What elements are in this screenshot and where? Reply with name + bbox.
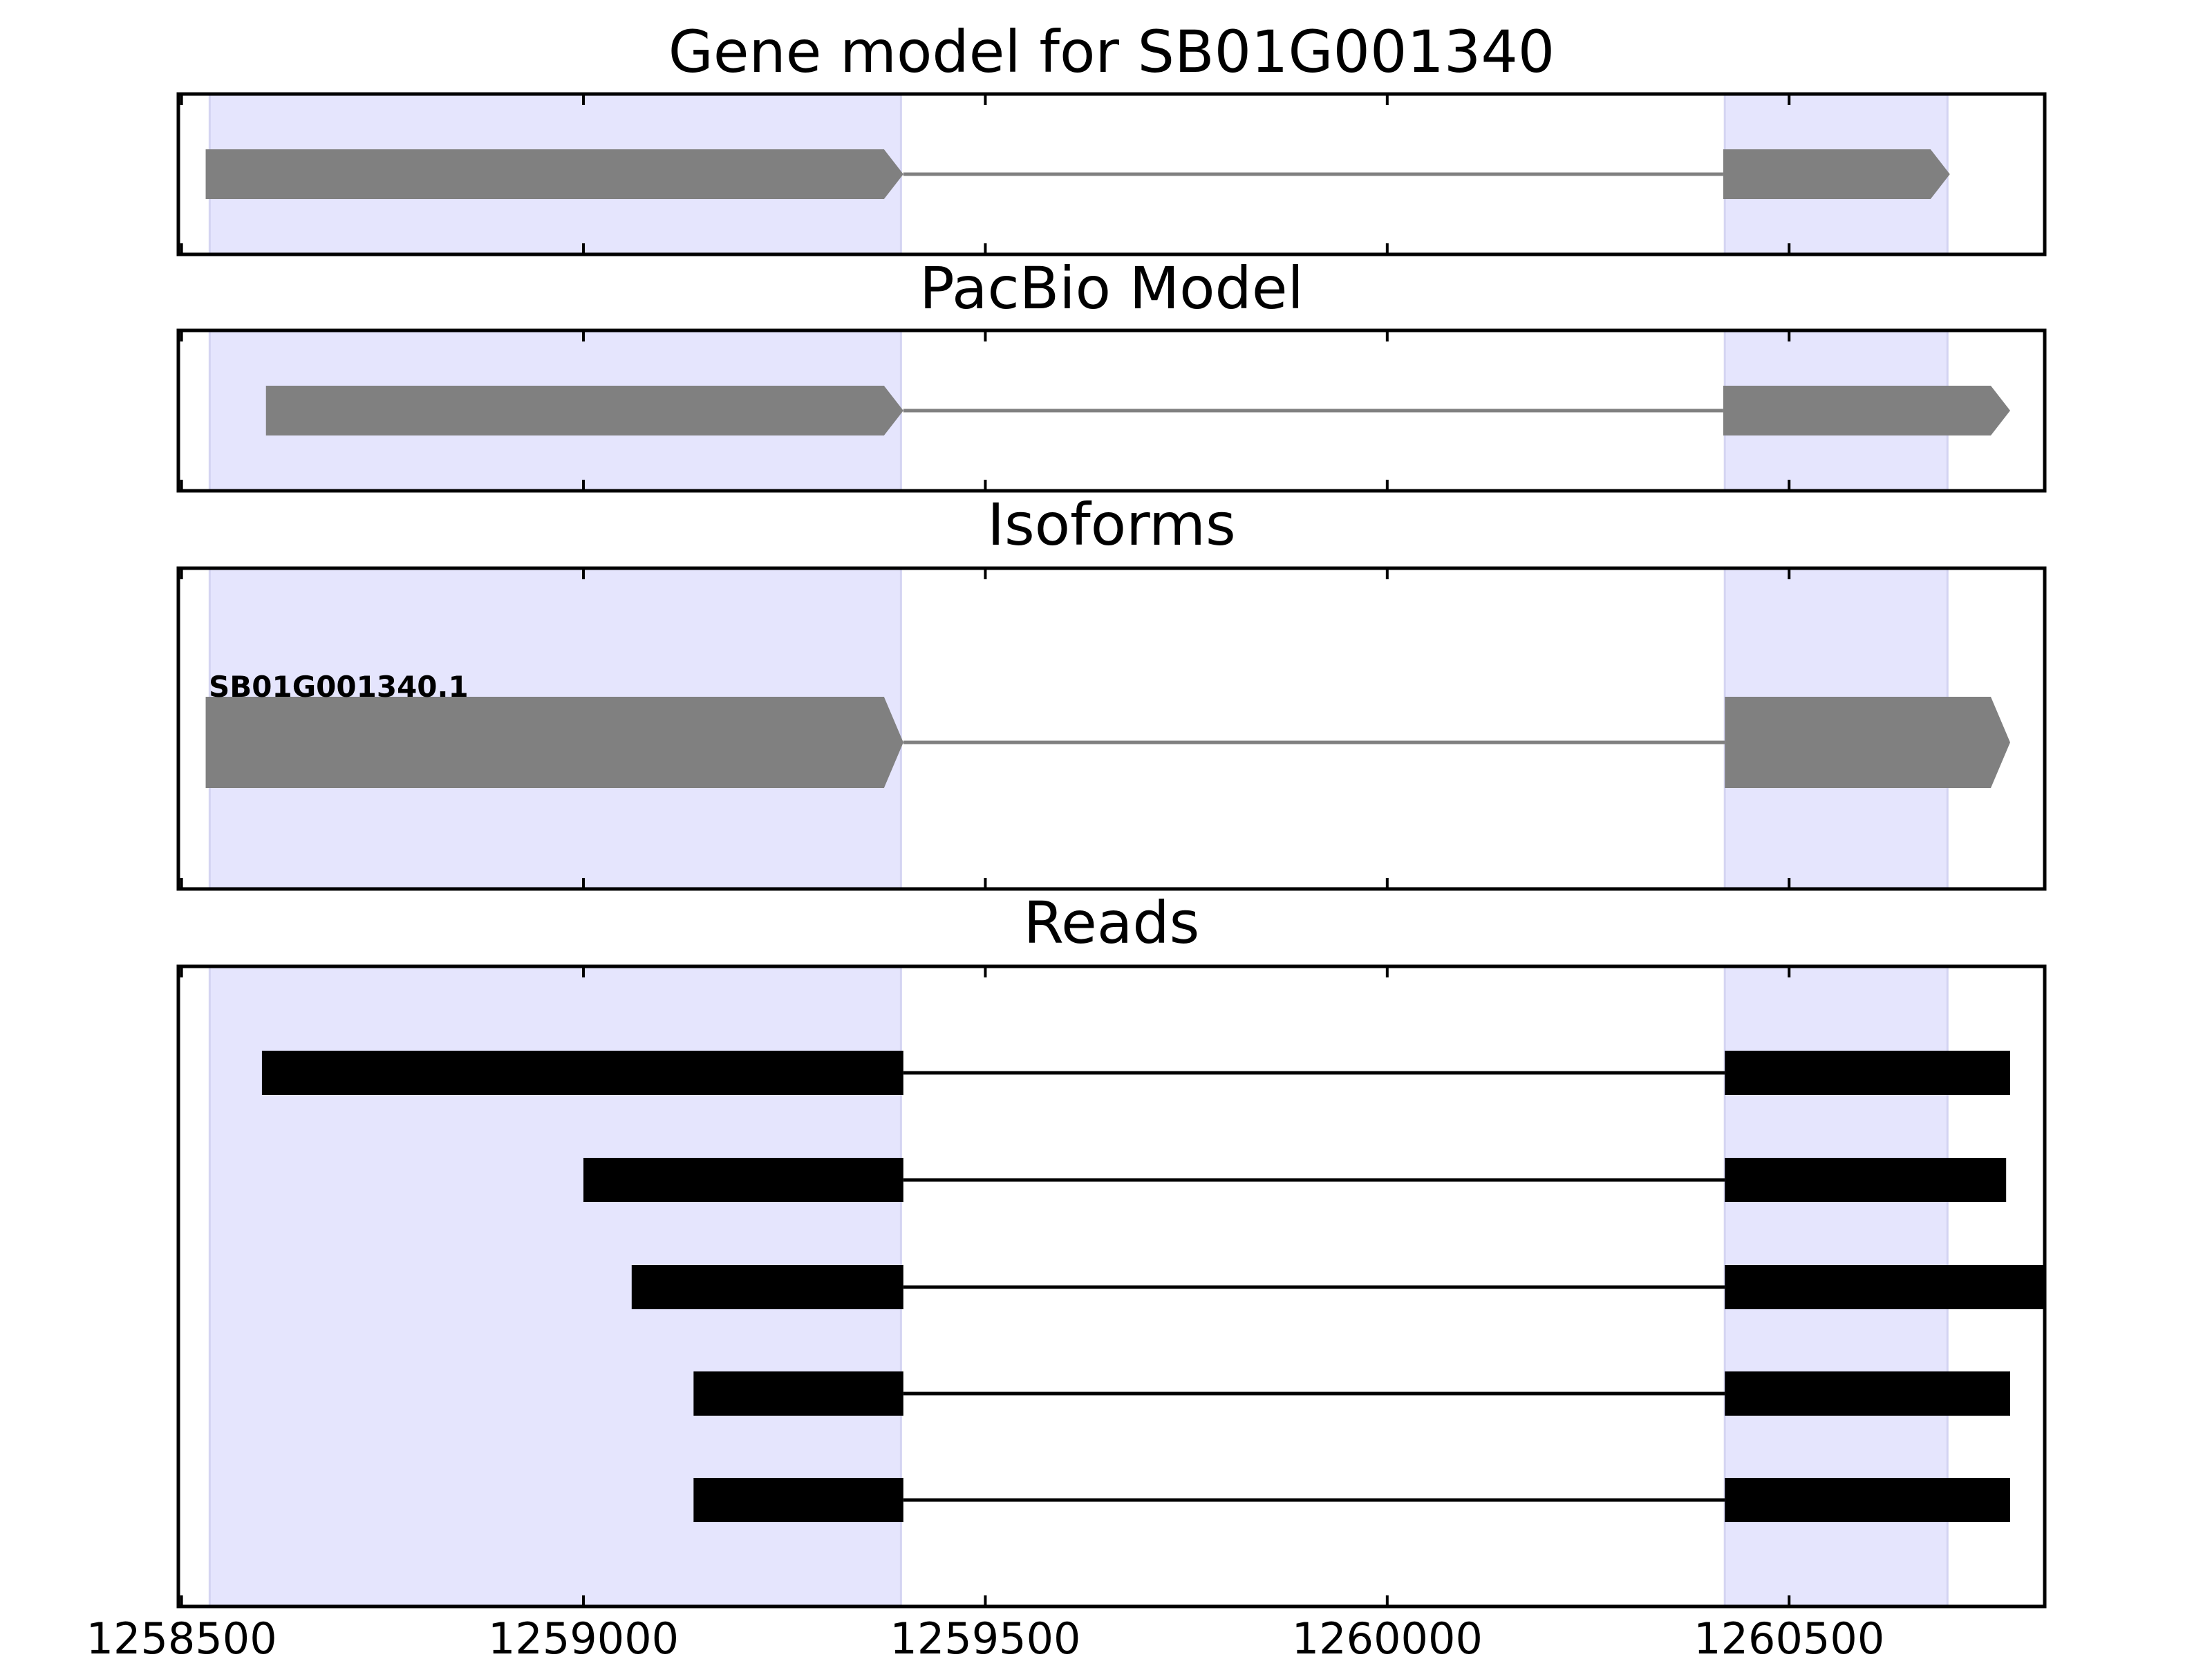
panel-frame xyxy=(176,328,2047,493)
panel-title-isoforms: Isoforms xyxy=(987,491,1236,559)
exon-2 xyxy=(1723,149,1950,199)
x-tick-label-1260500: 1260500 xyxy=(1694,1613,1884,1659)
panel-title-reads: Reads xyxy=(1024,889,1200,957)
read-2 xyxy=(583,1158,2007,1202)
read-1 xyxy=(261,1051,2010,1095)
exon-2 xyxy=(1725,1371,2010,1416)
exon-2 xyxy=(1725,697,2010,788)
exon-2 xyxy=(1725,1478,2010,1522)
isoform-label: SB01G001340.1 xyxy=(209,670,469,704)
exon-1 xyxy=(265,386,903,435)
panel-frame xyxy=(176,92,2047,256)
read-5 xyxy=(693,1478,2010,1522)
exon-1 xyxy=(205,697,903,788)
x-tick-label-1258500: 1258500 xyxy=(86,1613,277,1659)
panel-pacbio-model: PacBio Model xyxy=(176,254,2047,493)
exon-1 xyxy=(583,1158,903,1202)
x-tick-label-1260000: 1260000 xyxy=(1292,1613,1483,1659)
read-4 xyxy=(693,1371,2010,1416)
exon-1 xyxy=(261,1051,903,1095)
exon-1 xyxy=(693,1478,903,1522)
x-tick-label-1259000: 1259000 xyxy=(488,1613,679,1659)
panel-title-gene-model: Gene model for SB01G001340 xyxy=(668,18,1555,86)
panel-frame xyxy=(176,566,2047,891)
transcript-model xyxy=(265,386,2010,435)
read-3 xyxy=(631,1265,2045,1309)
transcript-model: SB01G001340.1 xyxy=(205,670,2010,788)
exon-1 xyxy=(631,1265,903,1309)
transcript-model xyxy=(205,149,1950,199)
panel-reads: Reads xyxy=(176,889,2047,1609)
panel-frame xyxy=(176,964,2047,1609)
exon-2 xyxy=(1725,1265,2045,1309)
x-tick-label-1259500: 1259500 xyxy=(890,1613,1080,1659)
exon-2 xyxy=(1723,386,2010,435)
panel-title-pacbio-model: PacBio Model xyxy=(919,254,1304,322)
exon-1 xyxy=(693,1371,903,1416)
panel-isoforms: Isoforms SB01G001340.1 xyxy=(176,491,2047,891)
panel-gene-model: Gene model for SB01G001340 xyxy=(176,18,2047,256)
exon-2 xyxy=(1725,1051,2010,1095)
exon-2 xyxy=(1725,1158,2007,1202)
x-axis-tick-labels: 1258500 1259000 1259500 1260000 1260500 xyxy=(86,1613,1885,1659)
exon-1 xyxy=(205,149,903,199)
